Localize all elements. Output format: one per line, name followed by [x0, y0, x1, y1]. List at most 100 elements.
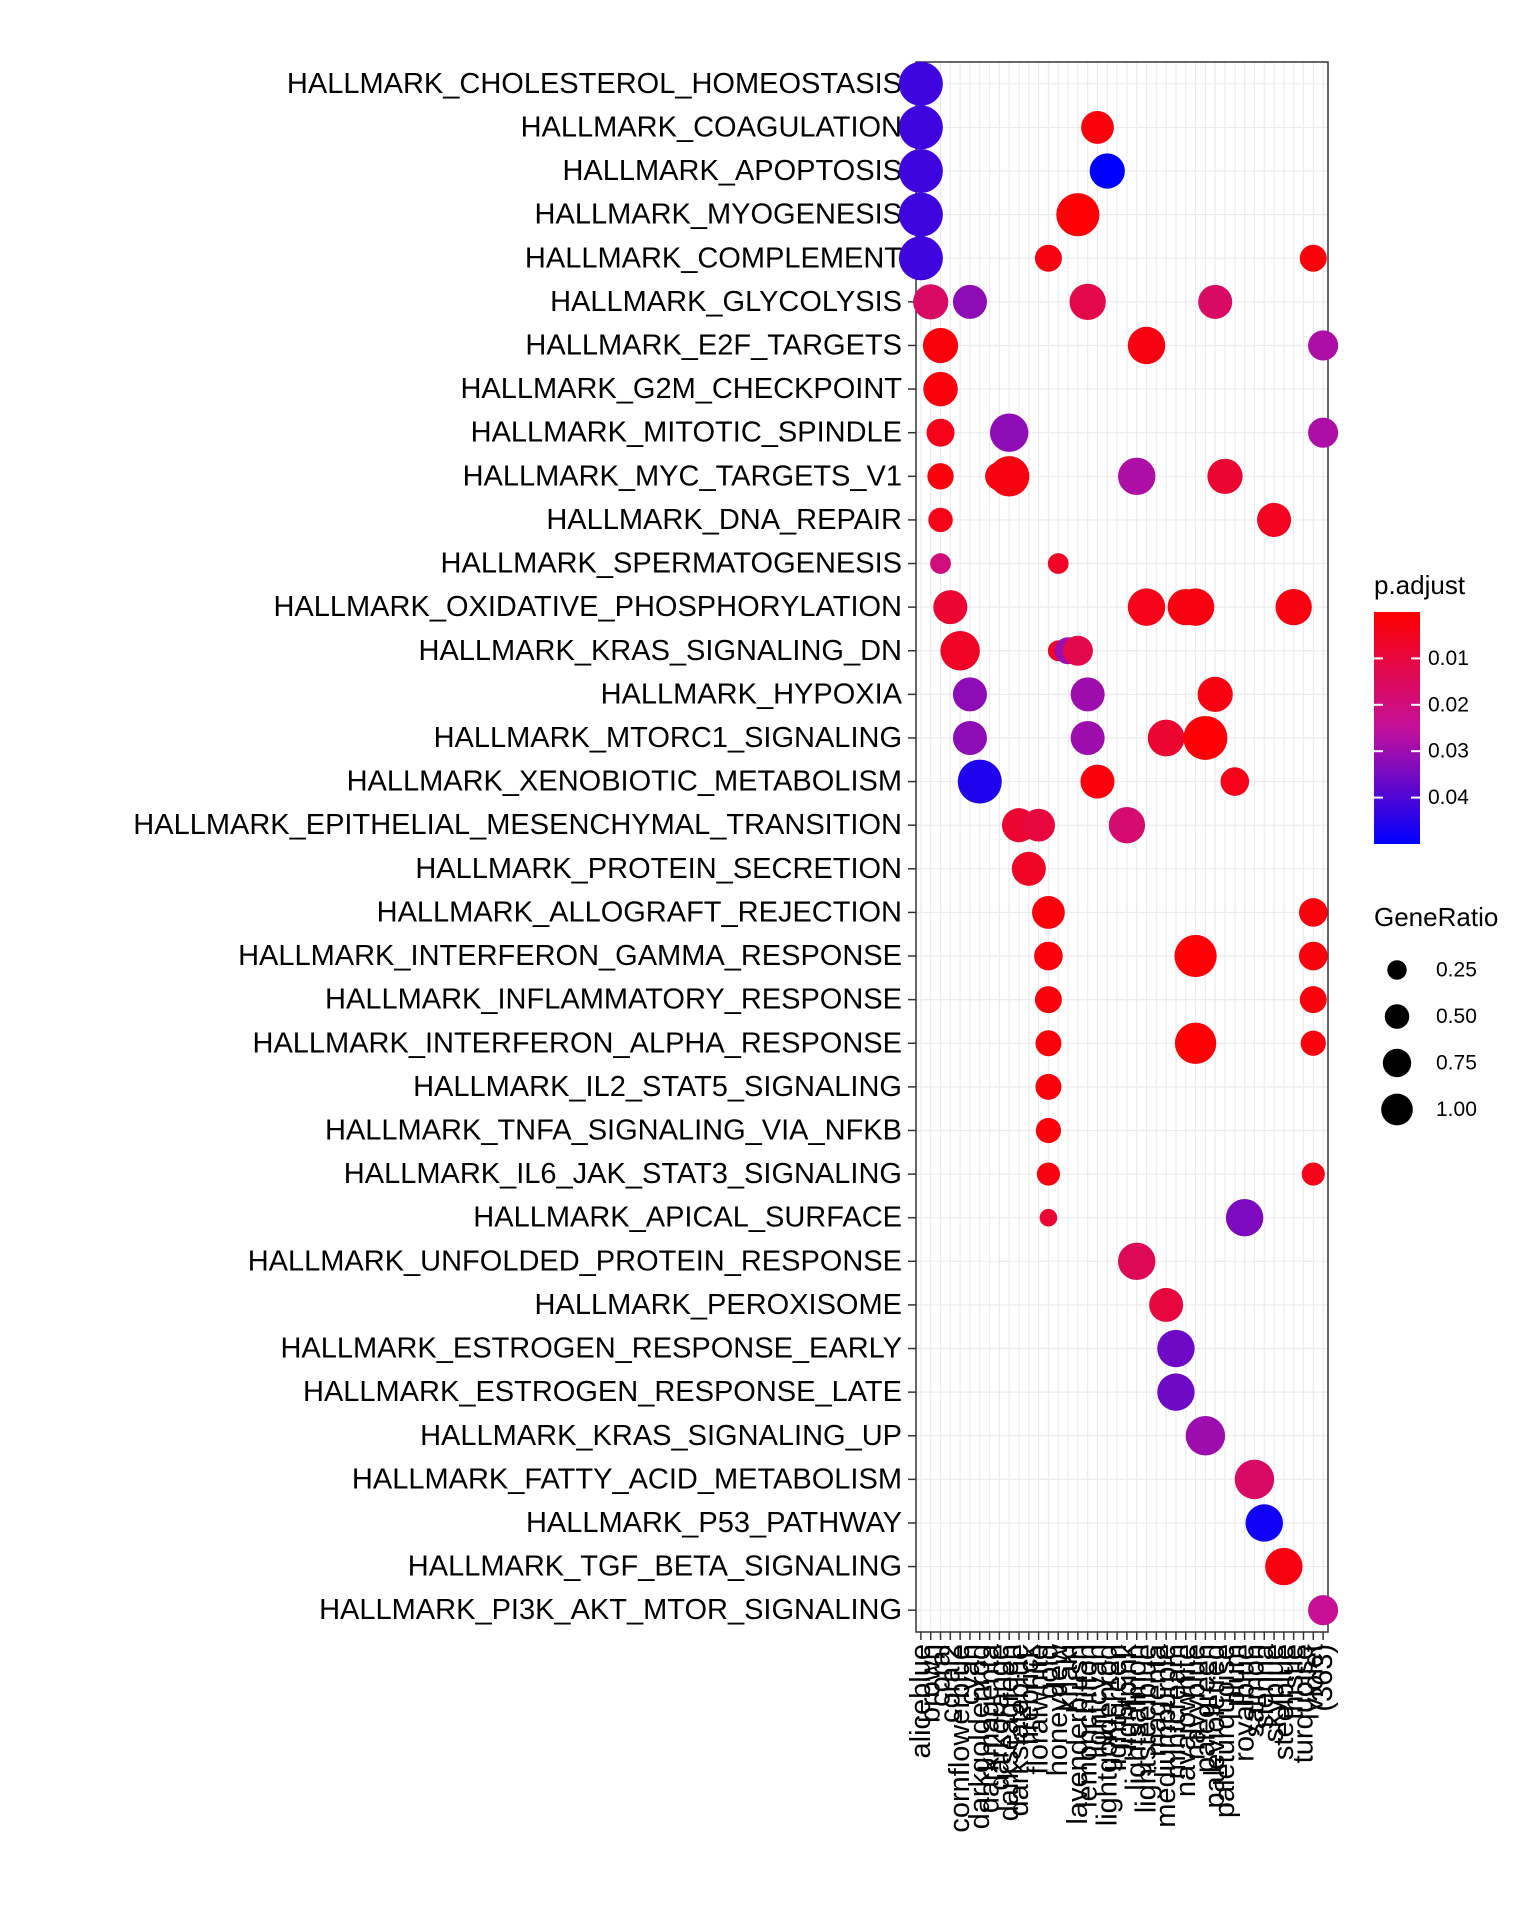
- y-tick-label: HALLMARK_CHOLESTEROL_HOMEOSTASIS: [287, 68, 902, 100]
- x-tick-label: sienna: [1248, 1643, 1280, 1729]
- x-axis: alicebluebrowncoralcoral2cornflowerbluec…: [905, 1632, 1339, 1833]
- data-point: [1035, 1117, 1062, 1144]
- data-point: [898, 105, 943, 150]
- data-point: [1220, 767, 1250, 796]
- padjust-ticks: 0.01 0.02 0.03 0.04: [1374, 647, 1469, 809]
- y-tick-label: HALLMARK_OXIDATIVE_PHOSPHORYLATION: [273, 591, 902, 623]
- y-tick-label: HALLMARK_COMPLEMENT: [525, 242, 902, 274]
- x-tick-label: thistle: [1278, 1644, 1310, 1720]
- data-point: [1056, 193, 1100, 237]
- x-tick-label: lightpink: [1111, 1644, 1143, 1751]
- y-tick-label: HALLMARK_COAGULATION: [521, 111, 902, 143]
- data-point: [1308, 330, 1339, 361]
- data-point: [940, 631, 980, 671]
- y-tick-label: HALLMARK_ESTROGEN_RESPONSE_LATE: [303, 1376, 902, 1408]
- data-point: [1127, 588, 1166, 626]
- data-point: [1089, 153, 1125, 189]
- data-point: [1157, 1329, 1195, 1368]
- data-point: [898, 192, 943, 237]
- data-point: [1308, 417, 1339, 448]
- data-point: [1245, 1504, 1283, 1542]
- y-tick-label: HALLMARK_INFLAMMATORY_RESPONSE: [325, 984, 902, 1016]
- y-tick-label: HALLMARK_INTERFERON_ALPHA_RESPONSE: [253, 1027, 902, 1059]
- data-point: [1070, 720, 1105, 755]
- data-point: [989, 413, 1029, 452]
- y-tick-label: HALLMARK_FATTY_ACID_METABOLISM: [352, 1463, 902, 1495]
- x-tick-label: magenta: [1140, 1643, 1172, 1757]
- y-tick-label: HALLMARK_DNA_REPAIR: [546, 504, 902, 536]
- x-tick-label: lightsteelblue: [1131, 1644, 1163, 1813]
- y-tick-label: HALLMARK_MYC_TARGETS_V1: [463, 460, 902, 492]
- x-tick-label: skyblue: [1258, 1644, 1290, 1742]
- data-point: [898, 149, 943, 194]
- y-tick-label: HALLMARK_XENOBIOTIC_METABOLISM: [347, 766, 902, 798]
- x-tick-label: navyblue: [1180, 1644, 1212, 1760]
- data-point: [988, 456, 1030, 497]
- data-point: [957, 759, 1002, 804]
- data-point: [952, 720, 987, 755]
- data-point: [1265, 1547, 1303, 1586]
- grid-lines: [916, 62, 1328, 1632]
- y-tick-label: HALLMARK_PROTEIN_SECRETION: [415, 853, 902, 885]
- data-point: [1301, 1162, 1325, 1186]
- y-tick-label: HALLMARK_PI3K_AKT_MTOR_SIGNALING: [319, 1594, 902, 1626]
- data-point: [1127, 326, 1166, 365]
- generatio-key-dot: [1381, 1093, 1413, 1126]
- y-tick-label: HALLMARK_INTERFERON_GAMMA_RESPONSE: [238, 940, 902, 972]
- generatio-key-label: 0.50: [1436, 1005, 1477, 1028]
- x-tick-label: steelblue: [1268, 1644, 1300, 1760]
- data-point: [1298, 898, 1328, 927]
- data-point: [1011, 851, 1046, 886]
- data-point: [913, 284, 949, 320]
- data-point: [1185, 1416, 1226, 1456]
- y-tick-label: HALLMARK_IL6_JAK_STAT3_SIGNALING: [344, 1158, 902, 1190]
- data-point: [1118, 1242, 1156, 1281]
- x-tick-label: brown: [915, 1644, 947, 1723]
- data-point: [928, 507, 953, 533]
- data-point: [898, 236, 943, 281]
- y-tick-label: HALLMARK_IL2_STAT5_SIGNALING: [413, 1071, 902, 1103]
- data-point: [1176, 588, 1215, 626]
- x-tick-label: palevioletred: [1199, 1644, 1231, 1808]
- data-point: [1299, 244, 1327, 272]
- data-point: [1275, 588, 1312, 626]
- data-point: [933, 590, 968, 625]
- padjust-tick-label: 0.04: [1428, 786, 1469, 809]
- x-tick-label: mediumpurple: [1150, 1644, 1182, 1828]
- x-tick-label: floralwhite: [1023, 1644, 1055, 1775]
- plot-panel-border: [915, 61, 1329, 1633]
- data-point: [1047, 553, 1069, 574]
- data-point: [898, 61, 943, 106]
- y-tick-label: HALLMARK_ESTROGEN_RESPONSE_EARLY: [280, 1333, 902, 1365]
- generatio-legend: GeneRatio 0.25 0.50 0.75 1.00: [1374, 902, 1498, 1126]
- data-point: [1183, 715, 1228, 760]
- data-point: [1062, 635, 1093, 666]
- x-tick-label: coral2: [934, 1644, 966, 1723]
- x-tick-label: cornflowerblue: [944, 1644, 976, 1833]
- data-point: [952, 677, 987, 712]
- y-tick-label: HALLMARK_APOPTOSIS: [562, 155, 902, 187]
- data-point: [1157, 1373, 1195, 1411]
- padjust-colorbar: [1374, 612, 1420, 844]
- x-tick-label: darkslateblue: [1003, 1644, 1035, 1817]
- y-tick-label: HALLMARK_SPERMATOGENESIS: [441, 548, 902, 580]
- data-point: [1225, 1198, 1264, 1237]
- x-tick-label: lemonchiffon: [1072, 1644, 1104, 1808]
- padjust-legend-title: p.adjust: [1374, 570, 1466, 600]
- x-tick-label: aliceblue: [905, 1644, 937, 1758]
- generatio-key-label: 0.75: [1436, 1052, 1477, 1075]
- data-point: [1034, 986, 1062, 1014]
- data-point: [1174, 1022, 1217, 1064]
- x-tick-label: gold: [1032, 1644, 1064, 1699]
- generatio-key-dot: [1382, 1048, 1412, 1078]
- data-point: [926, 418, 955, 447]
- y-tick-label: HALLMARK_KRAS_SIGNALING_DN: [419, 635, 903, 667]
- x-tick-label: darkseagreen: [993, 1644, 1025, 1821]
- data-point: [1080, 764, 1115, 799]
- data-point: [1108, 807, 1146, 844]
- x-tick-label: honeydew: [1042, 1643, 1074, 1776]
- data-point: [1257, 502, 1292, 537]
- generatio-keys: 0.25 0.50 0.75 1.00: [1381, 959, 1477, 1126]
- x-tick-label: navajowhite: [1170, 1644, 1202, 1797]
- data-point: [1070, 677, 1105, 712]
